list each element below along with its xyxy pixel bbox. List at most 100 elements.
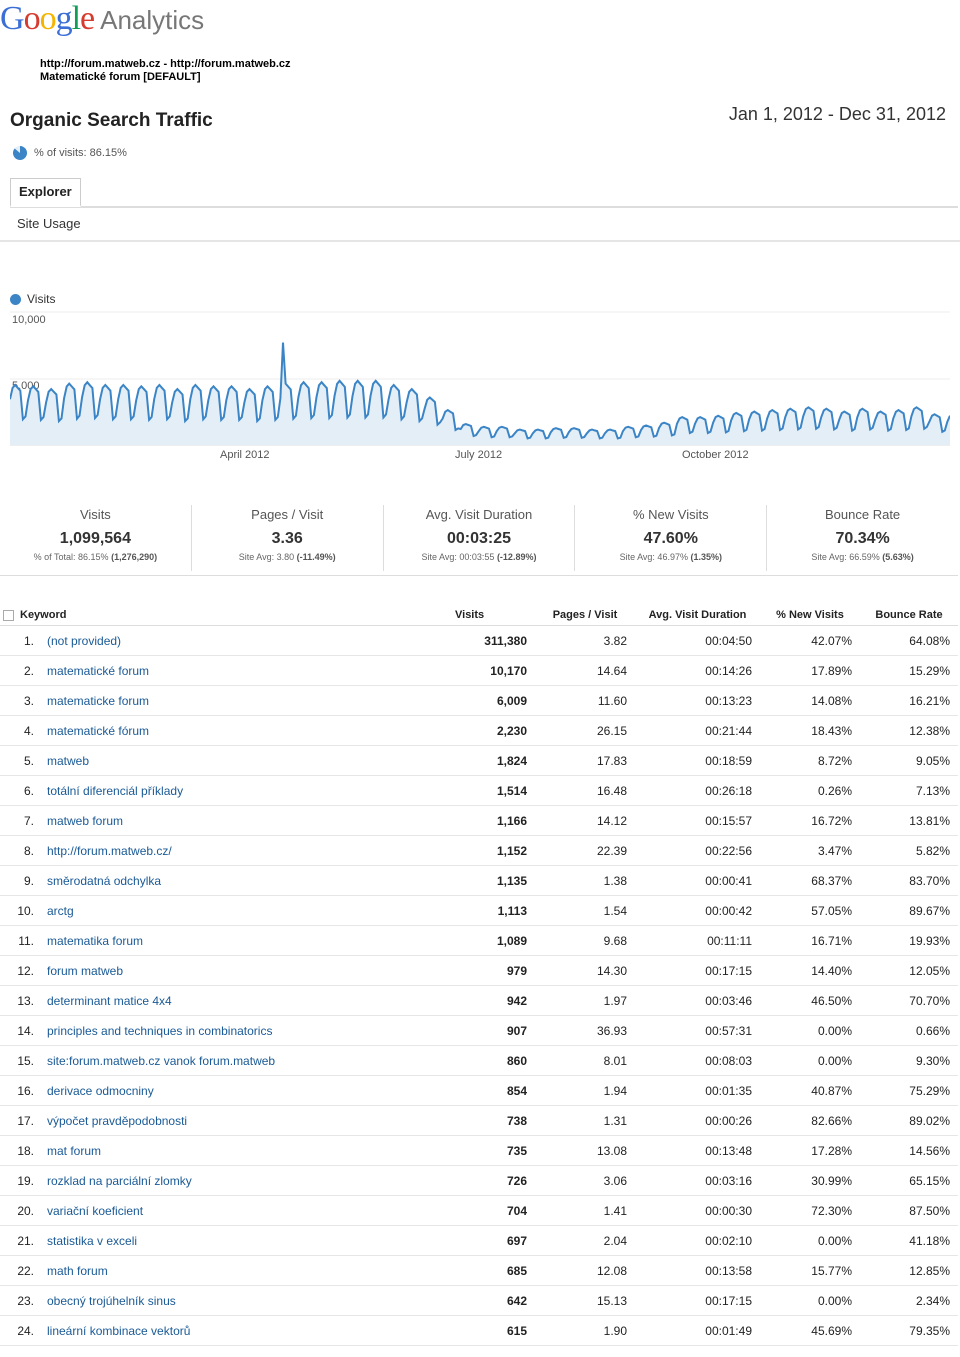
table-row[interactable]: 6. totální diferenciál příklady 1,514 16.48… (0, 775, 958, 806)
header-keyword[interactable]: Keyword (0, 605, 455, 626)
keyword-link[interactable]: výpočet pravděpodobnosti (47, 1105, 455, 1136)
avg-duration-value: 00:03:16 (635, 1165, 760, 1196)
avg-duration-value: 00:03:46 (635, 985, 760, 1016)
keyword-link[interactable]: site:forum.matweb.cz vanok forum.matweb (47, 1045, 455, 1076)
keyword-link[interactable]: matematika forum (47, 925, 455, 956)
table-row[interactable]: 8. http://forum.matweb.cz/1,152 22.39 00:22… (0, 835, 958, 866)
metric-pages-per-visit[interactable]: Pages / Visit 3.36 Site Avg: 3.80 (-11.4… (192, 505, 384, 571)
table-row[interactable]: 19. rozklad na parciální zlomky 726 3.06 00:… (0, 1165, 958, 1196)
visits-value: 1,166 (455, 805, 535, 836)
table-row[interactable]: 12. forum matweb 979 14.30 00:17:15 14.40% 12.… (0, 955, 958, 986)
new-visits-value: 8.72% (760, 745, 860, 776)
logo-analytics-text: Analytics (100, 5, 205, 35)
new-visits-value: 0.00% (760, 1015, 860, 1046)
keyword-link[interactable]: obecný trojúhelník sinus (47, 1285, 455, 1316)
keyword-link[interactable]: arctg (47, 895, 455, 926)
header-visits[interactable]: Visits (455, 605, 535, 626)
avg-duration-value: 00:21:44 (635, 715, 760, 746)
table-row[interactable]: 1. (not provided) 311,380 3.82 00:04:50 42.07… (0, 625, 958, 656)
visits-value: 642 (455, 1285, 535, 1316)
metric-bounce-rate[interactable]: Bounce Rate 70.34% Site Avg: 66.59% (5.6… (767, 505, 958, 571)
avg-duration-value: 00:17:15 (635, 1285, 760, 1316)
profile-name: Matematické forum [DEFAULT] (40, 71, 201, 83)
metric-sub: Site Avg: 66.59% (5.63%) (811, 552, 914, 562)
metric-avg-visit-duration[interactable]: Avg. Visit Duration 00:03:25 Site Avg: 0… (384, 505, 576, 571)
visits-chart[interactable] (10, 310, 950, 450)
table-row[interactable]: 9. směrodatná odchylka 1,135 1.38 00:00:41 68… (0, 865, 958, 896)
visits-value: 726 (455, 1165, 535, 1196)
visits-value: 685 (455, 1255, 535, 1286)
keyword-link[interactable]: rozklad na parciální zlomky (47, 1165, 455, 1196)
keyword-link[interactable]: statistika v exceli (47, 1225, 455, 1256)
chart-legend[interactable]: Visits (10, 292, 55, 306)
table-row[interactable]: 20. variační koeficient 704 1.41 00:00:30 72.… (0, 1195, 958, 1226)
tab-site-usage[interactable]: Site Usage (17, 216, 81, 231)
table-row[interactable]: 14. principles and techniques in combinat… (0, 1015, 958, 1046)
row-index: 6. (0, 775, 47, 806)
table-row[interactable]: 22. math forum 685 12.08 00:13:58 15.77% 12.85… (0, 1255, 958, 1286)
new-visits-value: 3.47% (760, 835, 860, 866)
table-row[interactable]: 13. determinant matice 4x4 942 1.97 00:03:46… (0, 985, 958, 1016)
keyword-link[interactable]: matematické fórum (47, 715, 455, 746)
visits-value: 735 (455, 1135, 535, 1166)
table-row[interactable]: 11. matematika forum 1,089 9.68 00:11:11 16.7… (0, 925, 958, 956)
keyword-link[interactable]: http://forum.matweb.cz/ (47, 835, 455, 866)
header-pages-per-visit[interactable]: Pages / Visit (535, 605, 635, 626)
keyword-link[interactable]: směrodatná odchylka (47, 865, 455, 896)
metric-value: 47.60% (643, 530, 698, 547)
table-row[interactable]: 18. mat forum 735 13.08 00:13:48 17.28% 14.56% (0, 1135, 958, 1166)
table-row[interactable]: 15. site:forum.matweb.cz vanok forum.matw… (0, 1045, 958, 1076)
header-bounce-rate[interactable]: Bounce Rate (860, 605, 958, 626)
keyword-link[interactable]: matematicke forum (47, 685, 455, 716)
new-visits-value: 68.37% (760, 865, 860, 896)
table-row[interactable]: 4. matematické fórum 2,230 26.15 00:21:44 18.… (0, 715, 958, 746)
tab-explorer[interactable]: Explorer (10, 178, 81, 207)
keyword-link[interactable]: forum matweb (47, 955, 455, 986)
header-avg-visit-duration[interactable]: Avg. Visit Duration (635, 605, 760, 626)
keyword-link[interactable]: (not provided) (47, 625, 455, 656)
keyword-link[interactable]: lineární kombinace vektorů (47, 1315, 455, 1346)
table-row[interactable]: 23. obecný trojúhelník sinus 642 15.13 00:17… (0, 1285, 958, 1316)
metric-visits[interactable]: Visits 1,099,564 % of Total: 86.15% (1,2… (0, 505, 192, 571)
keyword-link[interactable]: determinant matice 4x4 (47, 985, 455, 1016)
metric-value: 3.36 (271, 530, 303, 547)
keyword-link[interactable]: totální diferenciál příklady (47, 775, 455, 806)
new-visits-value: 57.05% (760, 895, 860, 926)
row-index: 17. (0, 1105, 47, 1136)
date-range[interactable]: Jan 1, 2012 - Dec 31, 2012 (728, 104, 946, 124)
table-row[interactable]: 5. matweb 1,824 17.83 00:18:59 8.72% 9.05% (0, 745, 958, 776)
google-analytics-logo[interactable]: Google Analytics (0, 0, 205, 37)
keyword-link[interactable]: principles and techniques in combinatori… (47, 1015, 455, 1046)
keyword-link[interactable]: matematické forum (47, 655, 455, 686)
select-all-checkbox[interactable] (3, 609, 14, 621)
x-label-april: April 2012 (220, 449, 270, 461)
table-row[interactable]: 24. lineární kombinace vektorů 615 1.90 00:0… (0, 1315, 958, 1346)
keyword-link[interactable]: variační koeficient (47, 1195, 455, 1226)
table-row[interactable]: 16. derivace odmocniny 854 1.94 00:01:35 40.8… (0, 1075, 958, 1106)
header-new-visits[interactable]: % New Visits (760, 605, 860, 626)
keyword-link[interactable]: derivace odmocniny (47, 1075, 455, 1106)
keyword-link[interactable]: math forum (47, 1255, 455, 1286)
metric-new-visits[interactable]: % New Visits 47.60% Site Avg: 46.97% (1.… (575, 505, 768, 571)
pages-per-visit-value: 14.30 (535, 955, 635, 986)
table-row[interactable]: 7. matweb forum 1,166 14.12 00:15:57 16.72% 13… (0, 805, 958, 836)
visits-value: 311,380 (455, 625, 535, 656)
table-row[interactable]: 2. matematické forum 10,170 14.64 00:14:26 17… (0, 655, 958, 686)
pages-per-visit-value: 11.60 (535, 685, 635, 716)
keyword-link[interactable]: matweb forum (47, 805, 455, 836)
table-row[interactable]: 3. matematicke forum 6,009 11.60 00:13:23 14.… (0, 685, 958, 716)
new-visits-value: 16.71% (760, 925, 860, 956)
table-row[interactable]: 10. arctg 1,113 1.54 00:00:42 57.05% 89.67% (0, 895, 958, 926)
keyword-link[interactable]: matweb (47, 745, 455, 776)
row-index: 5. (0, 745, 47, 776)
table-row[interactable]: 21. statistika v exceli 697 2.04 00:02:10 0.0… (0, 1225, 958, 1256)
keyword-link[interactable]: mat forum (47, 1135, 455, 1166)
bounce-rate-value: 7.13% (860, 775, 958, 806)
avg-duration-value: 00:18:59 (635, 745, 760, 776)
row-index: 15. (0, 1045, 47, 1076)
visits-line (10, 342, 950, 440)
visits-value: 1,113 (455, 895, 535, 926)
table-row[interactable]: 17. výpočet pravděpodobnosti 738 1.31 00:00:… (0, 1105, 958, 1136)
avg-duration-value: 00:15:57 (635, 805, 760, 836)
new-visits-value: 14.40% (760, 955, 860, 986)
